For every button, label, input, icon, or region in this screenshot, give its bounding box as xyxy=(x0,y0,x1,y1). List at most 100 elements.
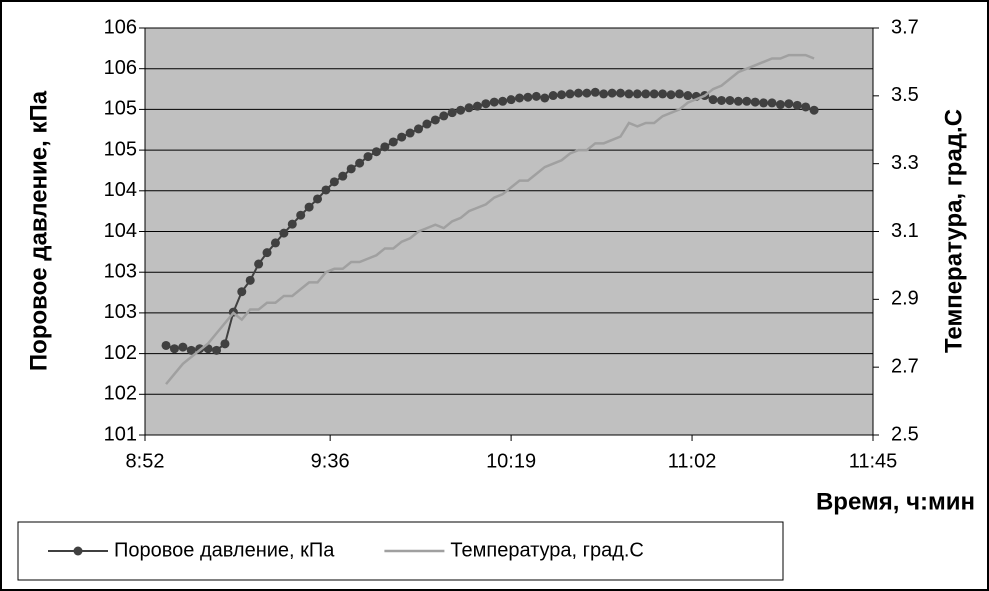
data-point xyxy=(254,259,264,269)
data-point xyxy=(397,132,407,142)
data-point xyxy=(270,238,280,248)
data-point xyxy=(422,119,432,129)
data-point xyxy=(573,88,583,98)
data-point xyxy=(733,96,743,106)
data-point xyxy=(658,89,668,99)
y-axis-title: Поровое давление, кПа xyxy=(25,90,52,371)
y-tick-label: 105 xyxy=(104,138,137,160)
y-tick-label: 104 xyxy=(104,179,137,201)
data-point xyxy=(666,90,676,100)
data-point xyxy=(169,344,179,354)
y-tick-label: 101 xyxy=(104,423,137,445)
y2-tick-label: 3.5 xyxy=(891,84,919,106)
legend-label: Поровое давление, кПа xyxy=(114,539,335,561)
data-point xyxy=(388,137,398,147)
data-point xyxy=(371,147,381,157)
x-tick-label: 11:45 xyxy=(849,450,898,472)
data-point xyxy=(599,89,609,99)
data-point xyxy=(742,96,752,106)
y2-tick-label: 3.1 xyxy=(891,220,919,242)
x-tick-label: 9:36 xyxy=(311,450,350,472)
data-point xyxy=(287,219,297,229)
data-point xyxy=(809,105,819,115)
y-tick-label: 103 xyxy=(104,301,137,323)
data-point xyxy=(624,89,634,99)
data-point xyxy=(338,171,348,181)
y-tick-label: 106 xyxy=(104,57,137,79)
data-point xyxy=(414,124,424,134)
data-point xyxy=(506,95,516,105)
data-point xyxy=(405,128,415,138)
data-point xyxy=(380,142,390,152)
data-point xyxy=(582,88,592,98)
data-point xyxy=(607,88,617,98)
data-point xyxy=(472,101,482,111)
data-point xyxy=(632,89,642,99)
x-tick-label: 11:02 xyxy=(668,450,717,472)
data-point xyxy=(784,99,794,109)
data-point xyxy=(540,93,550,103)
data-point xyxy=(363,152,373,162)
y2-axis-title: Температура, град.С xyxy=(940,109,967,353)
legend-label: Температура, град.С xyxy=(450,539,643,561)
data-point xyxy=(792,100,802,110)
data-point xyxy=(304,202,314,212)
y-tick-label: 102 xyxy=(104,342,137,364)
x-tick-label: 8:52 xyxy=(126,450,165,472)
legend-marker xyxy=(73,546,83,556)
data-point xyxy=(262,248,272,258)
data-point xyxy=(649,89,659,99)
data-point xyxy=(464,103,474,113)
data-point xyxy=(313,194,323,204)
data-point xyxy=(220,339,230,349)
data-point xyxy=(296,210,306,220)
data-point xyxy=(430,115,440,125)
data-point xyxy=(447,108,457,118)
data-point xyxy=(590,87,600,97)
data-point xyxy=(439,111,449,121)
data-point xyxy=(801,102,811,112)
data-point xyxy=(456,105,466,115)
data-point xyxy=(616,88,626,98)
y-tick-label: 103 xyxy=(104,260,137,282)
y2-tick-label: 2.5 xyxy=(891,423,919,445)
x-tick-label: 10:19 xyxy=(486,450,536,472)
data-point xyxy=(186,345,196,355)
y2-tick-label: 2.7 xyxy=(891,355,919,377)
data-point xyxy=(683,91,693,101)
data-point xyxy=(674,89,684,99)
data-point xyxy=(498,96,508,106)
data-point xyxy=(321,185,331,195)
data-point xyxy=(767,98,777,108)
y2-tick-label: 3.3 xyxy=(891,152,919,174)
data-point xyxy=(565,89,575,99)
y-tick-label: 105 xyxy=(104,98,137,120)
data-point xyxy=(515,93,525,103)
data-point xyxy=(481,99,491,109)
data-point xyxy=(759,98,769,108)
data-point xyxy=(641,89,651,99)
series-line xyxy=(165,53,815,385)
data-point xyxy=(161,340,171,350)
data-point xyxy=(237,287,247,297)
data-point xyxy=(212,345,222,355)
y-tick-label: 104 xyxy=(104,220,137,242)
y2-tick-label: 3.7 xyxy=(891,16,919,38)
x-axis-title: Время, ч:мин xyxy=(816,488,975,515)
data-point xyxy=(775,100,785,110)
data-point xyxy=(725,95,735,105)
data-point xyxy=(548,91,558,101)
data-point xyxy=(279,228,289,238)
data-point xyxy=(523,92,533,102)
data-point xyxy=(750,97,760,107)
data-point xyxy=(489,97,499,107)
data-point xyxy=(557,90,567,100)
y-tick-label: 102 xyxy=(104,383,137,405)
data-point xyxy=(717,95,727,105)
data-point xyxy=(355,158,365,168)
data-point xyxy=(178,342,188,352)
y-tick-label: 106 xyxy=(104,16,137,38)
data-point xyxy=(531,91,541,101)
data-point xyxy=(708,95,718,105)
